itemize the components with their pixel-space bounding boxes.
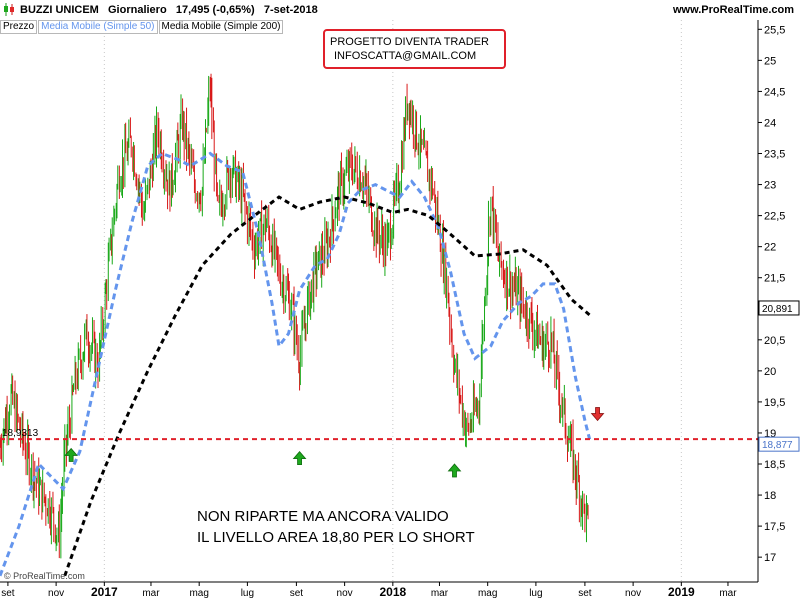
x-tick-label: set <box>1 588 15 599</box>
x-tick-label: 2018 <box>379 585 406 599</box>
chart-title: BUZZI UNICEM Giornaliero 17,495 (-0,65%)… <box>20 4 318 16</box>
price-candles <box>0 73 589 559</box>
last-price-label: 20,891 <box>762 304 793 315</box>
x-tick-label: mag <box>189 588 208 599</box>
last-price-box <box>758 300 800 316</box>
y-tick-label: 20,5 <box>764 335 785 347</box>
note-line-1: PROGETTO DIVENTA TRADER <box>330 36 489 48</box>
y-tick-label: 24,5 <box>764 86 785 98</box>
up-arrow-icon <box>292 450 307 465</box>
x-tick-label: nov <box>48 588 64 599</box>
legend-ma50[interactable]: Media Mobile (Simple 50) <box>38 20 158 34</box>
x-tick-label: lug <box>241 588 254 599</box>
y-tick-label: 18,5 <box>764 459 785 471</box>
watermark: © ProRealTime.com <box>4 571 85 581</box>
x-tick-label: mag <box>478 588 497 599</box>
legend-price[interactable]: Prezzo <box>0 20 38 34</box>
legend-ma200[interactable]: Media Mobile (Simple 200) <box>158 20 284 34</box>
level-price-label: 18,877 <box>762 440 793 451</box>
annotation-line-1: NON RIPARTE MA ANCORA VALIDO <box>197 508 449 525</box>
y-tick-label: 22,5 <box>764 211 785 223</box>
y-tick-label: 17,5 <box>764 521 785 533</box>
level-left-label: 18,9313 <box>2 428 39 439</box>
up-arrow-icon <box>64 447 79 462</box>
chart-grid <box>103 20 682 582</box>
signal-arrows <box>64 407 605 478</box>
chart-axes: 1717,51818,51919,52020,52121,52222,52323… <box>0 20 800 599</box>
down-arrow-icon <box>590 407 605 422</box>
x-tick-label: mar <box>431 588 449 599</box>
y-tick-label: 23,5 <box>764 149 785 161</box>
y-tick-label: 20 <box>764 366 776 378</box>
x-tick-label: nov <box>625 588 641 599</box>
x-tick-label: set <box>290 588 304 599</box>
x-tick-label: nov <box>337 588 353 599</box>
up-arrow-icon <box>447 463 462 478</box>
ma200-line <box>63 195 591 577</box>
y-tick-label: 24 <box>764 117 776 129</box>
y-tick-label: 17 <box>764 552 776 564</box>
chart-annotation: NON RIPARTE MA ANCORA VALIDO IL LIVELLO … <box>197 506 475 548</box>
x-tick-label: 2019 <box>668 585 695 599</box>
level-price-box <box>758 436 800 452</box>
note-line-2: INFOSCATTA@GMAIL.COM <box>334 50 477 62</box>
x-tick-label: 2017 <box>91 585 118 599</box>
y-tick-label: 25 <box>764 55 776 67</box>
y-tick-label: 22 <box>764 242 776 254</box>
y-tick-label: 19,5 <box>764 397 785 409</box>
y-tick-label: 18 <box>764 490 776 502</box>
x-tick-label: mar <box>719 588 737 599</box>
y-tick-label: 23 <box>764 180 776 192</box>
annotation-line-2: IL LIVELLO AREA 18,80 PER LO SHORT <box>197 529 475 546</box>
x-tick-label: lug <box>529 588 542 599</box>
y-tick-label: 21,5 <box>764 273 785 285</box>
candlestick-logo-icon <box>4 3 14 16</box>
legend-bar: Prezzo Media Mobile (Simple 50) Media Mo… <box>0 20 284 34</box>
x-tick-label: mar <box>142 588 160 599</box>
y-tick-label: 25,5 <box>764 24 785 36</box>
chart-header: BUZZI UNICEM Giornaliero 17,495 (-0,65%)… <box>0 0 800 20</box>
note-box: PROGETTO DIVENTA TRADER INFOSCATTA@GMAIL… <box>323 29 506 69</box>
site-link[interactable]: www.ProRealTime.com <box>672 4 794 16</box>
ma50-line <box>0 151 592 577</box>
x-tick-label: set <box>578 588 592 599</box>
